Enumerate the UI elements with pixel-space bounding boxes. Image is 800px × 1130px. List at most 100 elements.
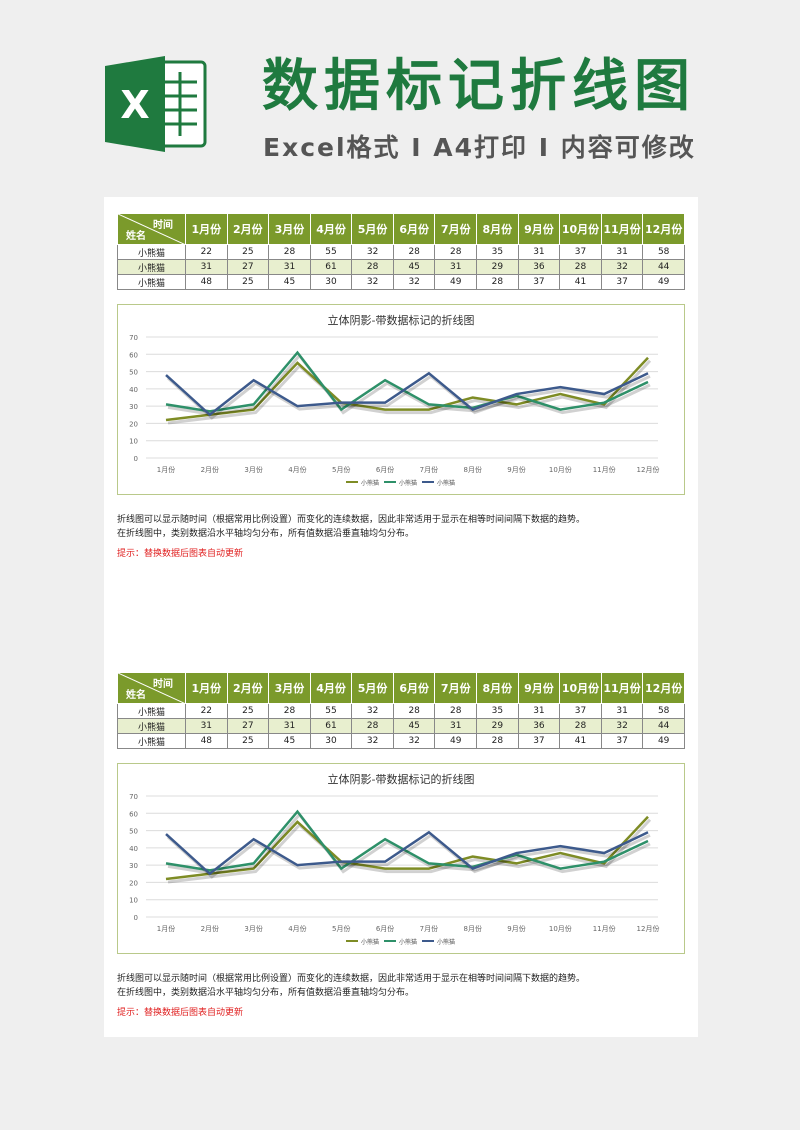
x-tick-label: 6月份	[376, 924, 394, 933]
value-cell: 32	[392, 733, 436, 749]
description-line-1: 折线图可以显示随时间（根据常用比例设置）而变化的连续数据，因此非常适用于显示在相…	[117, 515, 586, 525]
description-line-2: 在折线图中，类别数据沿水平轴均匀分布，所有值数据沿垂直轴均匀分布。	[117, 988, 415, 998]
legend-label: 小熊猫	[437, 479, 455, 487]
table-corner-cell: 时间 姓名	[117, 213, 186, 245]
value-cell: 32	[392, 274, 436, 290]
value-cell: 32	[351, 244, 394, 260]
y-tick-label: 60	[129, 351, 138, 359]
value-cell: 49	[434, 733, 478, 749]
value-cell: 58	[642, 244, 685, 260]
value-cell: 55	[309, 244, 353, 260]
corner-label-time: 时间	[153, 220, 173, 231]
value-cell: 31	[268, 259, 311, 275]
value-cell: 32	[600, 718, 644, 734]
series-shadow	[167, 359, 652, 425]
month-header: 1月份	[185, 672, 228, 704]
value-cell: 25	[226, 244, 270, 260]
value-cell: 37	[600, 274, 644, 290]
value-cell: 28	[559, 718, 602, 734]
x-tick-label: 1月份	[157, 924, 175, 933]
row-name-cell: 小熊猫	[117, 259, 186, 275]
value-cell: 28	[434, 244, 478, 260]
value-cell: 45	[392, 259, 436, 275]
month-header: 2月份	[226, 213, 270, 245]
series-line	[165, 830, 649, 876]
series-shadow	[167, 812, 651, 875]
x-tick-label: 4月份	[288, 924, 306, 933]
series-line	[165, 815, 649, 881]
x-tick-label: 3月份	[244, 465, 262, 474]
value-cell: 49	[642, 274, 685, 290]
month-header: 10月份	[559, 213, 602, 245]
value-cell: 30	[309, 274, 353, 290]
series-line	[165, 350, 649, 413]
x-tick-label: 2月份	[201, 465, 219, 474]
value-cell: 45	[268, 733, 311, 749]
chart-title: 立体阴影-带数据标记的折线图	[327, 314, 475, 327]
month-header: 9月份	[517, 213, 561, 245]
x-tick-label: 12月份	[637, 465, 660, 474]
month-header: 3月份	[268, 672, 311, 704]
row-name-cell: 小熊猫	[117, 718, 186, 734]
month-header: 7月份	[434, 672, 478, 704]
value-cell: 41	[559, 733, 602, 749]
excel-logo-icon: X	[105, 56, 207, 152]
value-cell: 45	[392, 718, 436, 734]
y-tick-label: 20	[129, 879, 138, 887]
chart-plot: 0 10 20 30 40 50 60 70 1月份 2月份 3月份 4月份 5月份 6月份 7月份 8月份 9…	[129, 793, 659, 946]
month-header: 11月份	[600, 672, 644, 704]
y-tick-label: 40	[129, 386, 138, 394]
value-cell: 31	[185, 718, 228, 734]
month-header: 8月份	[476, 672, 519, 704]
value-cell: 25	[226, 733, 270, 749]
series-shadow	[167, 353, 651, 416]
logo-letter: X	[120, 83, 149, 127]
value-cell: 28	[559, 259, 602, 275]
month-header: 5月份	[351, 672, 394, 704]
y-tick-label: 60	[129, 810, 138, 818]
x-tick-label: 10月份	[549, 465, 572, 474]
document-page: 时间 姓名 1月份 2月份 3月份 4月份 5月份 6月份 7月份 8月份 9月份 10月份 11月…	[104, 197, 698, 1037]
table-row: 小熊猫 31 27 31 61 28 45 31 29 36 28 32 44	[117, 718, 685, 734]
value-cell: 29	[476, 259, 519, 275]
x-tick-label: 4月份	[288, 465, 306, 474]
month-header: 4月份	[309, 672, 353, 704]
month-header: 5月份	[351, 213, 394, 245]
value-cell: 28	[476, 733, 519, 749]
legend-label: 小熊猫	[361, 938, 379, 946]
value-cell: 44	[642, 718, 685, 734]
value-cell: 31	[185, 259, 228, 275]
value-cell: 27	[226, 259, 270, 275]
table-header-row: 时间 姓名 1月份 2月份 3月份 4月份 5月份 6月份 7月份 8月份 9月份 10月份 11月…	[117, 213, 685, 245]
line-chart: 立体阴影-带数据标记的折线图 0 10 20 30 40 50 60 70 1月份 2月份 3月份 4…	[117, 304, 685, 495]
value-cell: 37	[600, 733, 644, 749]
x-tick-label: 8月份	[463, 924, 481, 933]
value-cell: 31	[517, 244, 561, 260]
section-1: 时间 姓名 1月份 2月份 3月份 4月份 5月份 6月份 7月份 8月份 9月份 10月份 11月…	[117, 213, 685, 561]
y-tick-label: 50	[129, 369, 138, 377]
y-tick-label: 20	[129, 420, 138, 428]
page-subtitle: Excel格式 I A4打印 I 内容可修改	[263, 133, 696, 162]
value-cell: 32	[351, 733, 394, 749]
table-row: 小熊猫 31 27 31 61 28 45 31 29 36 28 32 44	[117, 259, 685, 275]
value-cell: 49	[642, 733, 685, 749]
tip-text: 提示：替换数据后图表自动更新	[117, 549, 244, 559]
value-cell: 61	[309, 718, 353, 734]
month-header: 3月份	[268, 213, 311, 245]
x-tick-label: 5月份	[332, 465, 350, 474]
value-cell: 36	[517, 718, 561, 734]
value-cell: 35	[476, 244, 519, 260]
value-cell: 28	[392, 244, 436, 260]
series-shadow	[166, 833, 651, 879]
value-cell: 37	[517, 274, 561, 290]
chart-title: 立体阴影-带数据标记的折线图	[327, 773, 475, 786]
value-cell: 28	[392, 703, 436, 719]
value-cell: 32	[600, 259, 644, 275]
y-tick-label: 0	[134, 455, 138, 463]
value-cell: 25	[226, 274, 270, 290]
month-header: 8月份	[476, 213, 519, 245]
month-header: 6月份	[392, 672, 436, 704]
corner-label-name: 姓名	[126, 690, 146, 701]
value-cell: 31	[434, 259, 478, 275]
value-cell: 29	[476, 718, 519, 734]
